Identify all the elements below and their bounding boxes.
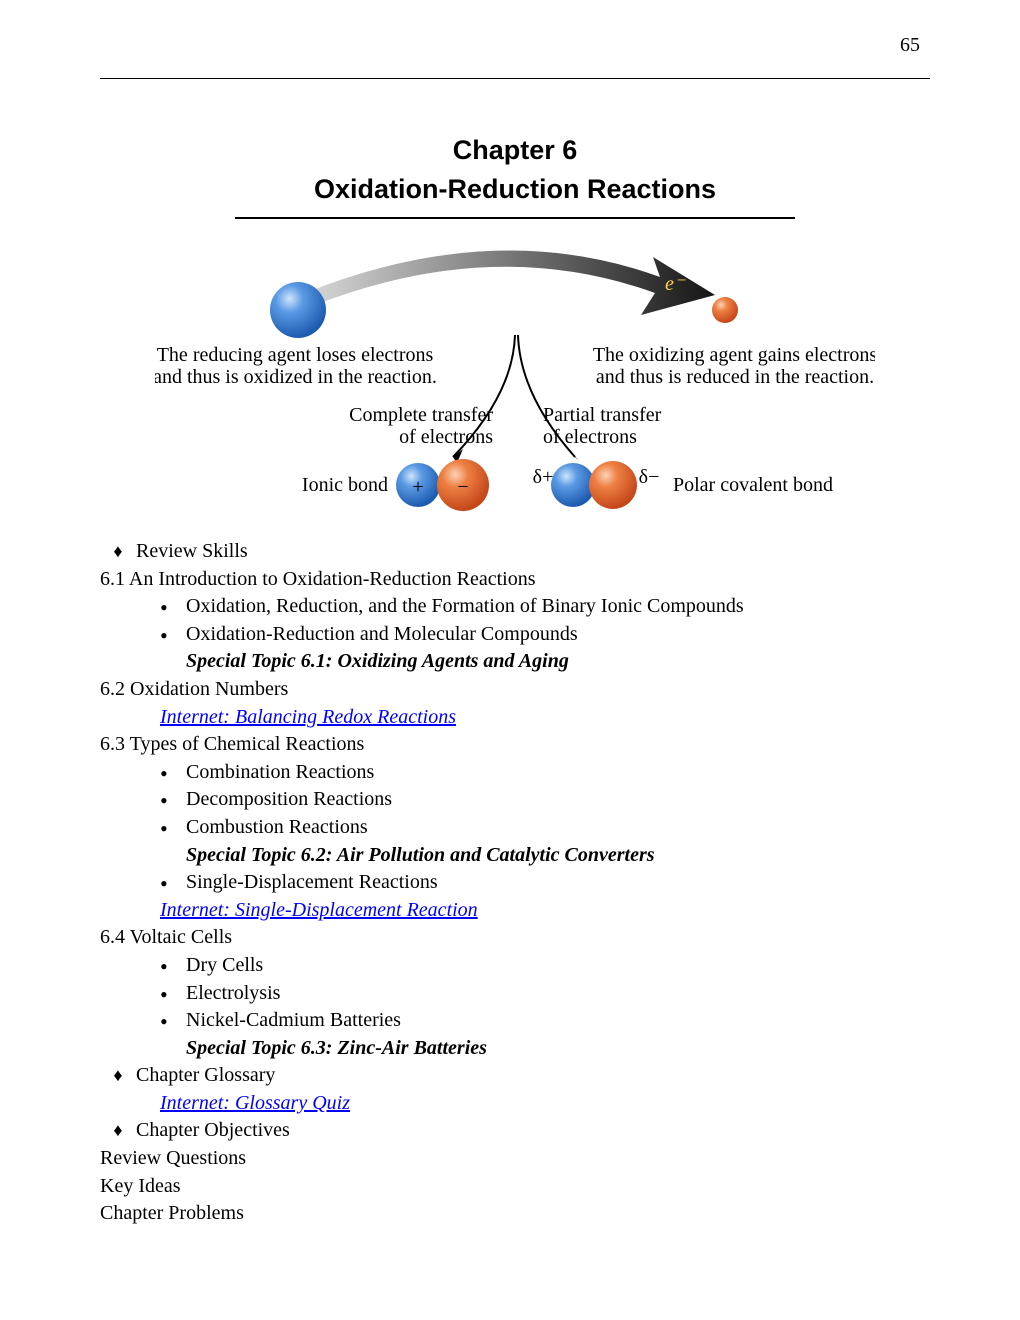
polar-blue-sphere: [551, 463, 595, 507]
polar-orange-sphere: [589, 461, 637, 509]
header-rule: [100, 78, 930, 79]
link-glossary-quiz[interactable]: Internet: Glossary Quiz: [100, 1090, 350, 1118]
chapter-title: Oxidation-Reduction Reactions: [100, 174, 930, 205]
chapter-heading: Chapter 6 Oxidation-Reduction Reactions: [100, 135, 930, 219]
complete-l2: of electrons: [399, 426, 493, 448]
toc-section-6-3: 6.3 Types of Chemical Reactions: [100, 731, 930, 759]
partial-l1: Partial transfer: [543, 404, 662, 426]
list-item: Decomposition Reactions: [186, 786, 930, 814]
toc-chapter-problems: Chapter Problems: [100, 1200, 930, 1228]
partial-l2: of electrons: [543, 426, 637, 448]
diamond-icon: ♦: [100, 539, 136, 564]
toc-key-ideas: Key Ideas: [100, 1173, 930, 1201]
ionic-label: Ionic bond: [302, 474, 388, 496]
delta-minus: δ−: [639, 466, 660, 488]
diamond-icon: ♦: [100, 1118, 136, 1143]
polar-label: Polar covalent bond: [673, 474, 833, 496]
table-of-contents: ♦Review Skills 6.1 An Introduction to Ox…: [100, 538, 930, 1228]
link-single-displacement[interactable]: Internet: Single-Displacement Reaction: [100, 897, 478, 925]
reducing-agent-sphere: [270, 282, 326, 338]
page-number: 65: [900, 34, 920, 57]
oxidizing-caption-l2: and thus is reduced in the reaction.: [596, 366, 874, 388]
list-item: Oxidation, Reduction, and the Formation …: [186, 593, 930, 621]
toc-review-skills: ♦Review Skills: [100, 538, 930, 566]
list-item: Single-Displacement Reactions: [186, 869, 930, 897]
list-item: Combination Reactions: [186, 759, 930, 787]
oxidizing-caption-l1: The oxidizing agent gains electrons: [593, 344, 875, 366]
list-item: Oxidation-Reduction and Molecular Compou…: [186, 621, 930, 649]
redox-diagram: e⁻ The reducing agent loses electrons an…: [155, 235, 875, 520]
plus-sign: +: [412, 476, 423, 498]
special-topic-6-3: Special Topic 6.3: Zinc-Air Batteries: [100, 1035, 930, 1063]
electron-label: e⁻: [665, 273, 686, 295]
toc-section-6-1: 6.1 An Introduction to Oxidation-Reducti…: [100, 566, 930, 594]
oxidizing-agent-sphere: [712, 297, 738, 323]
toc-review-questions: Review Questions: [100, 1145, 930, 1173]
chapter-number: Chapter 6: [100, 135, 930, 166]
reducing-caption-l1: The reducing agent loses electrons: [157, 344, 434, 366]
toc-objectives: ♦Chapter Objectives: [100, 1117, 930, 1145]
title-rule: [235, 217, 795, 219]
list-item: Nickel-Cadmium Batteries: [186, 1007, 930, 1035]
toc-section-6-4: 6.4 Voltaic Cells: [100, 924, 930, 952]
list-item: Electrolysis: [186, 980, 930, 1008]
complete-l1: Complete transfer: [349, 404, 493, 426]
link-redox[interactable]: Internet: Balancing Redox Reactions: [100, 704, 456, 732]
special-topic-6-1: Special Topic 6.1: Oxidizing Agents and …: [100, 648, 930, 676]
page: 65 Chapter 6 Oxidation-Reduction Reactio…: [0, 0, 1020, 1320]
list-item: Combustion Reactions: [186, 814, 930, 842]
special-topic-6-2: Special Topic 6.2: Air Pollution and Cat…: [100, 842, 930, 870]
minus-sign: −: [457, 476, 468, 498]
toc-section-6-2: 6.2 Oxidation Numbers: [100, 676, 930, 704]
reducing-caption-l2: and thus is oxidized in the reaction.: [155, 366, 437, 388]
delta-plus: δ+: [533, 466, 554, 488]
toc-glossary: ♦Chapter Glossary: [100, 1062, 930, 1090]
list-item: Dry Cells: [186, 952, 930, 980]
electron-arrow-icon: e⁻: [305, 251, 715, 315]
diamond-icon: ♦: [100, 1063, 136, 1088]
